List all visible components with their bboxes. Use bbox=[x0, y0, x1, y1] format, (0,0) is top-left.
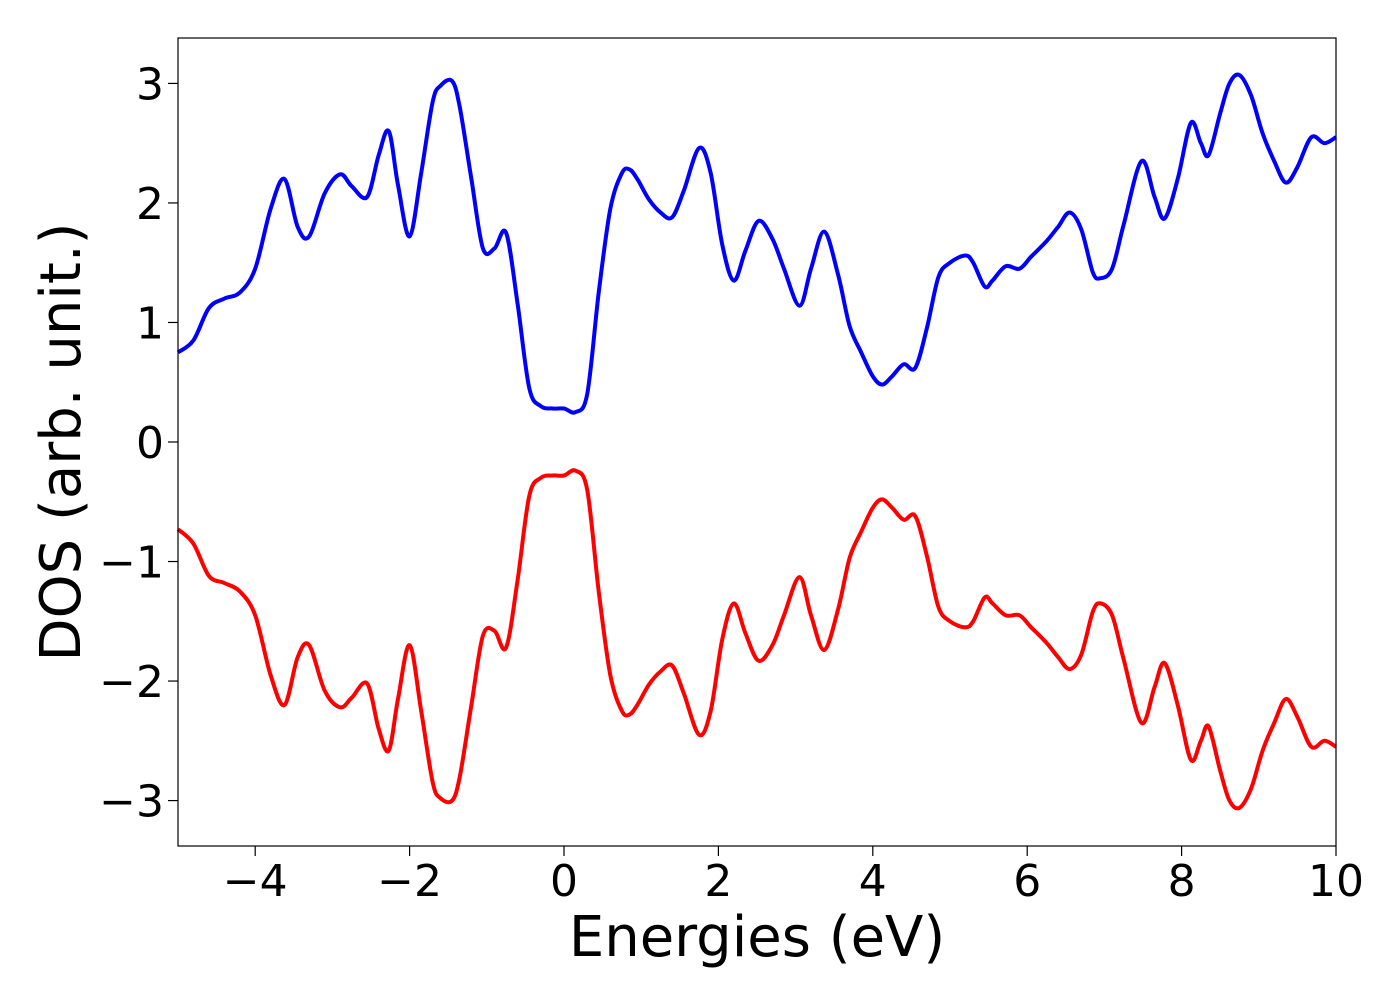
plot-frame bbox=[177, 37, 1337, 847]
y-tick-label: 1 bbox=[136, 298, 164, 349]
x-tick-label: 6 bbox=[1013, 856, 1041, 907]
x-axis-title: Energies (eV) bbox=[569, 905, 945, 970]
series-line-spin-down bbox=[176, 468, 1338, 811]
x-axis-ticks: −4 −2 0 2 4 6 8 10 bbox=[223, 846, 1364, 907]
y-axis-ticks: −3 −2 −1 0 1 2 3 bbox=[99, 59, 178, 828]
x-tick-label: 10 bbox=[1308, 856, 1364, 907]
y-tick-label: −2 bbox=[99, 657, 164, 708]
series-line-spin-up bbox=[176, 72, 1338, 415]
y-tick-label: −1 bbox=[99, 538, 164, 589]
x-tick-label: 2 bbox=[704, 856, 732, 907]
y-tick-label: 3 bbox=[136, 59, 164, 110]
y-tick-label: 0 bbox=[136, 418, 164, 469]
y-axis-title: DOS (arb. unit.) bbox=[29, 222, 94, 661]
y-tick-label: −3 bbox=[99, 777, 164, 828]
x-tick-label: −2 bbox=[377, 856, 442, 907]
x-tick-label: 0 bbox=[550, 856, 578, 907]
x-tick-label: 8 bbox=[1168, 856, 1196, 907]
x-tick-label: 4 bbox=[859, 856, 887, 907]
x-tick-label: −4 bbox=[223, 856, 288, 907]
y-tick-label: 2 bbox=[136, 179, 164, 230]
plot-lines bbox=[176, 72, 1338, 811]
